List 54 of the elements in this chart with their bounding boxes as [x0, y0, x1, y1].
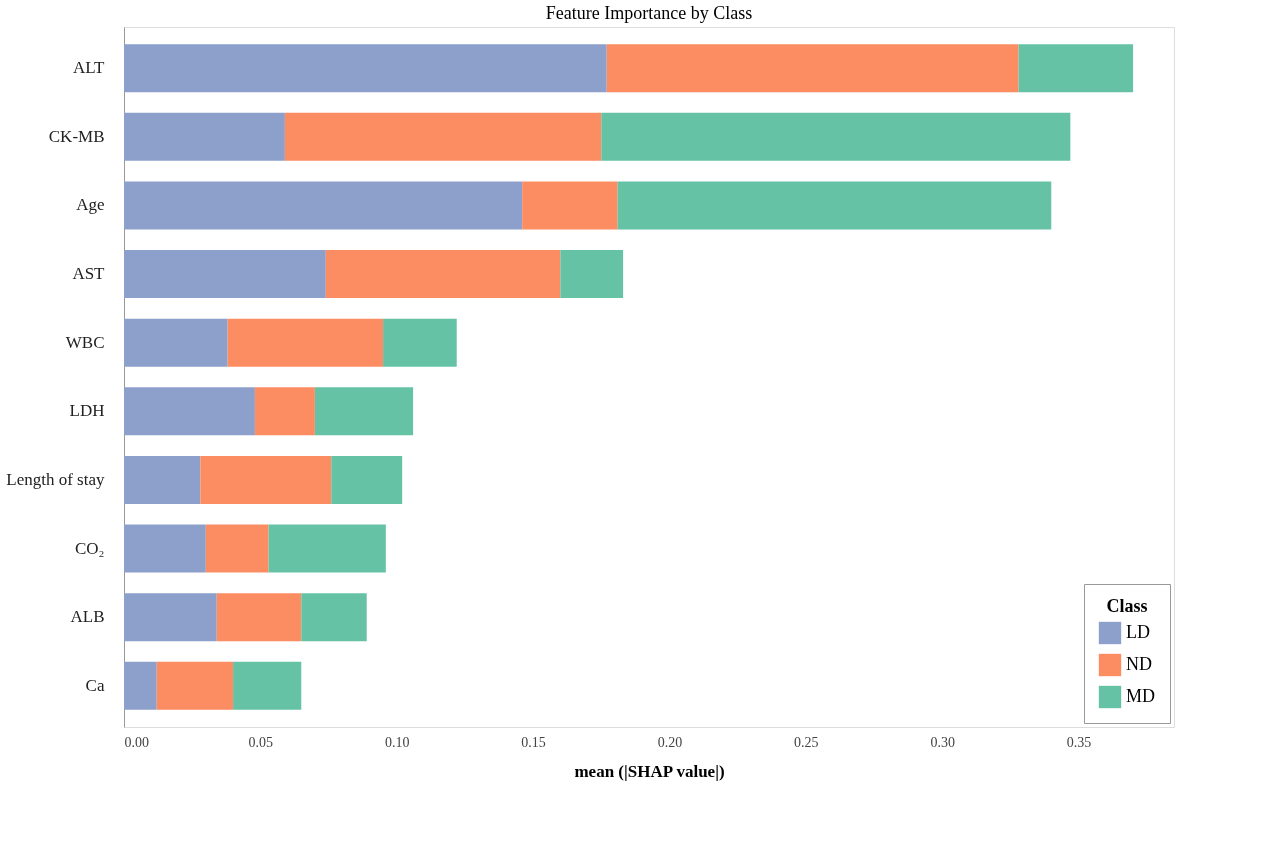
bar: [284, 112, 602, 161]
bar: [124, 661, 157, 710]
legend-label: ND: [1126, 654, 1152, 674]
bar: [314, 387, 414, 436]
bar: [124, 524, 206, 573]
legend-title: Class: [1106, 596, 1148, 616]
bar: [216, 593, 302, 642]
x-tick-label: 0.00: [124, 734, 149, 750]
bar: [331, 455, 403, 504]
y-tick-label: Ca: [85, 675, 105, 695]
y-tick-label: ALB: [70, 607, 105, 627]
bar: [227, 318, 384, 367]
bar: [233, 661, 302, 710]
bar: [156, 661, 234, 710]
bar: [124, 181, 523, 230]
bar: [205, 524, 269, 573]
bar: [124, 112, 285, 161]
y-tick-label: Age: [76, 195, 105, 215]
bar: [1018, 44, 1134, 93]
bar: [268, 524, 386, 573]
x-tick-label: 0.25: [794, 734, 819, 750]
chart-title: Feature Importance by Class: [545, 3, 753, 23]
bar: [254, 387, 315, 436]
x-tick-label: 0.20: [657, 734, 683, 750]
y-tick-label: CO₂: [74, 538, 105, 558]
y-tick-label: LDH: [69, 401, 105, 421]
legend-label: LD: [1126, 622, 1150, 642]
y-tick-label: ALT: [73, 58, 106, 78]
bar: [124, 593, 217, 642]
y-tick-label: Length of stay: [6, 469, 105, 489]
x-tick-label: 0.30: [930, 734, 955, 750]
x-tick-label: 0.15: [521, 734, 546, 750]
bar: [560, 250, 624, 299]
bar: [606, 44, 1019, 93]
bar: [301, 593, 367, 642]
bar: [325, 250, 561, 299]
bar: [124, 318, 228, 367]
bar: [124, 387, 255, 436]
bar: [200, 455, 332, 504]
bar: [124, 250, 326, 299]
legend-label: MD: [1126, 686, 1156, 706]
y-tick-label: WBC: [65, 332, 105, 352]
bar: [124, 455, 201, 504]
bar: [383, 318, 457, 367]
bar: [124, 44, 607, 93]
bar: [601, 112, 1071, 161]
y-tick-label: AST: [72, 264, 106, 284]
x-tick-label: 0.05: [248, 734, 274, 750]
x-tick-label: 0.35: [1066, 734, 1092, 750]
bar: [617, 181, 1052, 230]
y-tick-label: CK-MB: [48, 126, 105, 146]
bar: [522, 181, 618, 230]
x-axis-title: mean (|SHAP value|): [574, 761, 725, 781]
x-tick-label: 0.10: [384, 734, 410, 750]
